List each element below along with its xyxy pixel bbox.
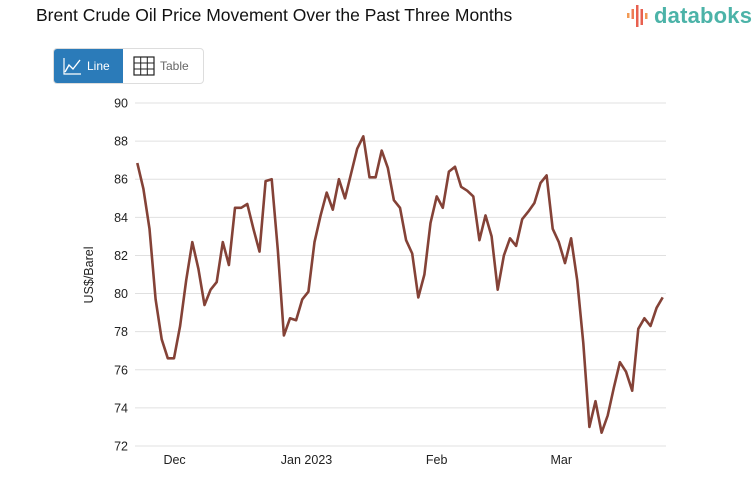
view-toggle: Line Table [53, 48, 204, 84]
y-tick-label: 80 [114, 287, 128, 301]
x-tick-label: Dec [163, 453, 185, 467]
line-chart-icon [63, 58, 81, 75]
table-grid-icon [133, 56, 155, 76]
chart-title: Brent Crude Oil Price Movement Over the … [36, 5, 513, 25]
y-tick-label: 86 [114, 173, 128, 187]
x-tick-label: Mar [551, 453, 573, 467]
x-tick-label: Feb [426, 453, 448, 467]
y-tick-label: 88 [114, 135, 128, 149]
line-view-button[interactable]: Line [54, 49, 123, 83]
line-label: Line [87, 59, 110, 73]
y-tick-label: 90 [114, 97, 128, 111]
y-axis-label: US$/Barel [82, 247, 96, 304]
table-view-button[interactable]: Table [123, 49, 189, 83]
logo-text: databoks [654, 3, 753, 28]
series-line-brent [136, 135, 664, 434]
databoks-logo[interactable]: databoks [626, 3, 752, 29]
logo-bars-icon [627, 5, 648, 27]
y-tick-label: 78 [114, 325, 128, 339]
y-tick-label: 82 [114, 249, 128, 263]
table-label: Table [160, 59, 189, 73]
y-tick-label: 76 [114, 363, 128, 377]
x-tick-label: Jan 2023 [281, 453, 332, 467]
y-tick-label: 74 [114, 401, 128, 415]
y-tick-label: 72 [114, 440, 128, 454]
y-tick-label: 84 [114, 211, 128, 225]
